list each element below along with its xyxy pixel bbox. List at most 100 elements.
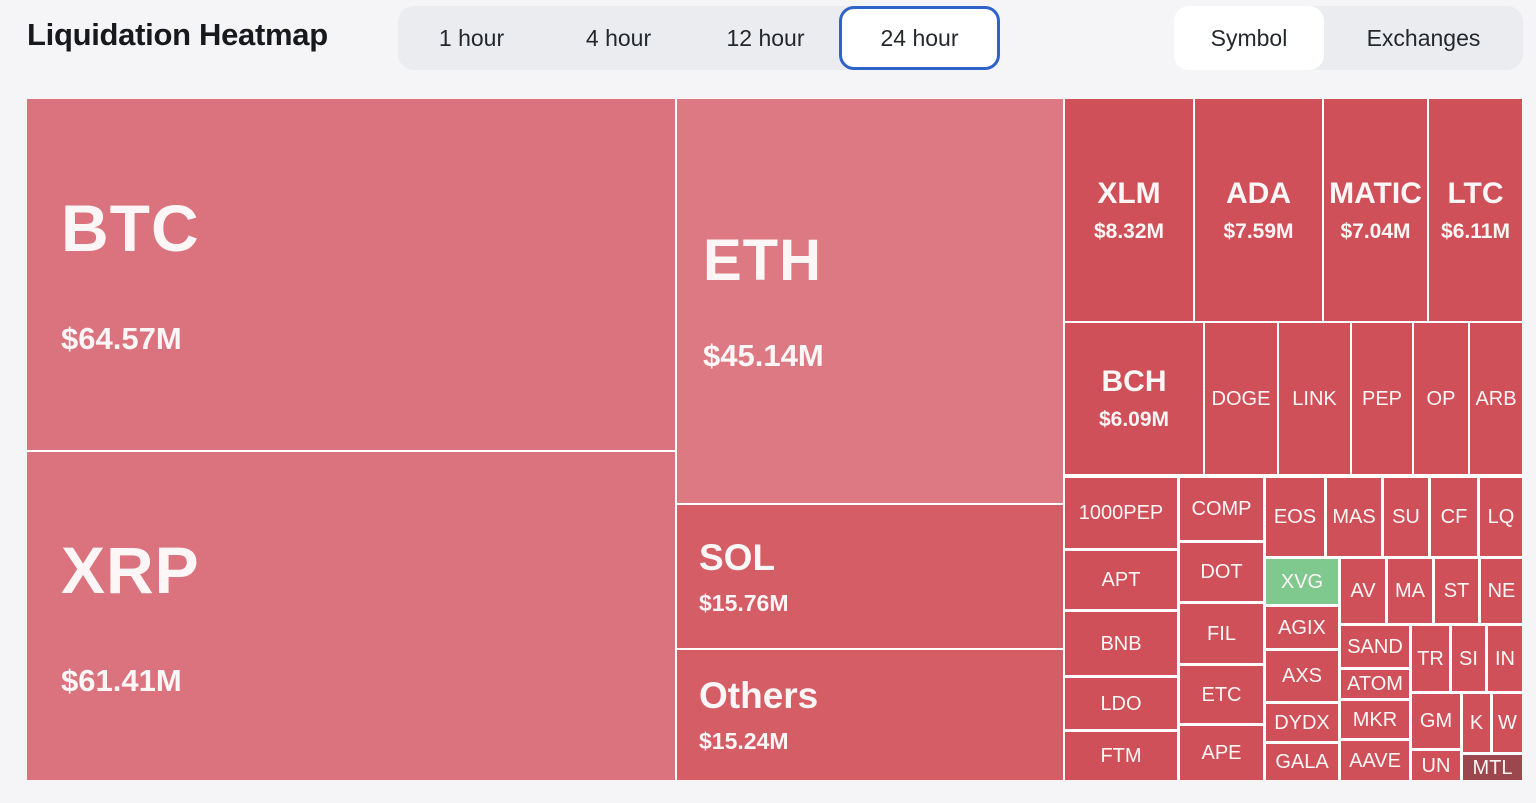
time-tab-24-hour[interactable]: 24 hour [839, 6, 1000, 70]
treemap-tile-ape[interactable]: APE [1180, 726, 1263, 780]
treemap-tile-ada[interactable]: ADA $7.59M [1195, 99, 1322, 321]
tile-value: $15.24M [699, 728, 789, 754]
tile-symbol: K [1469, 712, 1484, 734]
treemap-tile-su[interactable]: SU [1384, 478, 1428, 556]
treemap-tile-bch[interactable]: BCH $6.09M [1065, 323, 1203, 474]
treemap-tile-xlm[interactable]: XLM $8.32M [1065, 99, 1193, 321]
treemap-tile-ftm[interactable]: FTM [1065, 732, 1177, 780]
treemap-tile-others[interactable]: Others $15.24M [677, 650, 1063, 780]
time-tab-group: 1 hour 4 hour 12 hour 24 hour [398, 6, 1000, 70]
tile-value: $15.76M [699, 589, 789, 616]
treemap-tile-1000pep[interactable]: 1000PEP [1065, 478, 1177, 548]
tile-symbol: MKR [1352, 708, 1398, 731]
tile-symbol: LINK [1292, 387, 1337, 410]
treemap-tile-link[interactable]: LINK [1279, 323, 1350, 474]
treemap-tile-op[interactable]: OP [1414, 323, 1468, 474]
treemap-tile-st[interactable]: ST [1435, 559, 1478, 623]
treemap-tile-sand[interactable]: SAND [1341, 626, 1409, 667]
treemap-tile-eth[interactable]: ETH $45.14M [677, 99, 1063, 503]
tile-symbol: SU [1392, 506, 1420, 528]
tile-symbol: 1000PEP [1078, 502, 1164, 524]
treemap-tile-btc[interactable]: BTC $64.57M [27, 99, 675, 450]
treemap-tile-sol[interactable]: SOL $15.76M [677, 505, 1063, 648]
tile-symbol: AV [1350, 580, 1376, 602]
treemap: BTC $64.57M XRP $61.41M ETH $45.14M SOL $15.76M… [27, 99, 1522, 780]
tile-symbol: BCH [1101, 365, 1167, 398]
view-tab-exchanges[interactable]: Exchanges [1324, 6, 1523, 70]
tile-symbol: ETH [703, 227, 822, 293]
treemap-tile-apt[interactable]: APT [1065, 551, 1177, 609]
tile-symbol: MATIC [1329, 176, 1422, 210]
treemap-tile-agix[interactable]: AGIX [1266, 607, 1338, 648]
treemap-tile-mas[interactable]: MAS [1327, 478, 1381, 556]
treemap-tile-fil[interactable]: FIL [1180, 604, 1263, 663]
tile-symbol: TR [1417, 647, 1444, 670]
treemap-tile-pep[interactable]: PEP [1352, 323, 1412, 474]
treemap-tile-ldo[interactable]: LDO [1065, 678, 1177, 729]
treemap-tile-mtl[interactable]: MTL [1463, 755, 1522, 780]
page-title: Liquidation Heatmap [27, 17, 328, 52]
tile-symbol: APT [1101, 569, 1141, 591]
treemap-tile-matic[interactable]: MATIC $7.04M [1324, 99, 1427, 321]
treemap-tile-cf[interactable]: CF [1431, 478, 1477, 556]
tile-symbol: LQ [1487, 506, 1515, 528]
treemap-tile-arb[interactable]: ARB [1470, 323, 1522, 474]
treemap-tile-aave[interactable]: AAVE [1341, 741, 1409, 780]
treemap-tile-in[interactable]: IN [1488, 626, 1522, 691]
tile-symbol: FTM [1100, 745, 1142, 767]
treemap-tile-lq[interactable]: LQ [1480, 478, 1522, 556]
treemap-tile-si[interactable]: SI [1452, 626, 1485, 691]
view-tab-group: Symbol Exchanges [1174, 6, 1523, 70]
treemap-tile-ltc[interactable]: LTC $6.11M [1429, 99, 1522, 321]
treemap-tile-eos[interactable]: EOS [1266, 478, 1324, 556]
tile-symbol: FIL [1207, 622, 1236, 645]
tile-symbol: W [1498, 712, 1517, 734]
treemap-tile-gm[interactable]: GM [1412, 694, 1460, 748]
tile-symbol: NE [1487, 580, 1516, 602]
tile-symbol: XVG [1280, 570, 1324, 593]
treemap-tile-ne[interactable]: NE [1481, 559, 1522, 623]
tile-symbol: MTL [1472, 756, 1513, 779]
treemap-tile-atom[interactable]: ATOM [1341, 670, 1409, 698]
tile-symbol: ATOM [1347, 673, 1403, 695]
tile-value: $8.32M [1093, 219, 1165, 243]
tile-value: $7.04M [1340, 219, 1411, 243]
treemap-tile-dot[interactable]: DOT [1180, 543, 1263, 601]
tile-symbol: EOS [1273, 506, 1317, 528]
tile-value: $61.41M [61, 662, 182, 698]
treemap-tile-doge[interactable]: DOGE [1205, 323, 1277, 474]
treemap-tile-ma[interactable]: MA [1388, 559, 1432, 623]
treemap-tile-mkr[interactable]: MKR [1341, 701, 1409, 738]
tile-symbol: PEP [1361, 387, 1403, 410]
treemap-tile-av[interactable]: AV [1341, 559, 1385, 623]
treemap-tile-tr[interactable]: TR [1412, 626, 1449, 691]
treemap-tile-un[interactable]: UN [1412, 751, 1460, 780]
tile-symbol: DOT [1200, 561, 1243, 583]
tile-symbol: UN [1421, 754, 1451, 777]
tile-symbol: MA [1395, 580, 1425, 602]
treemap-tile-bnb[interactable]: BNB [1065, 612, 1177, 675]
treemap-tile-dydx[interactable]: DYDX [1266, 704, 1338, 741]
treemap-tile-gala[interactable]: GALA [1266, 744, 1338, 780]
tile-symbol: GM [1419, 710, 1453, 732]
time-tab-1-hour[interactable]: 1 hour [398, 6, 545, 70]
treemap-tile-w[interactable]: W [1493, 694, 1522, 752]
time-tab-4-hour[interactable]: 4 hour [545, 6, 692, 70]
tile-value: $64.57M [61, 321, 182, 356]
treemap-tile-axs[interactable]: AXS [1266, 651, 1338, 701]
treemap-tile-k[interactable]: K [1463, 694, 1490, 752]
tile-symbol: AAVE [1349, 749, 1401, 772]
tile-symbol: SAND [1347, 635, 1403, 658]
time-tab-12-hour[interactable]: 12 hour [692, 6, 839, 70]
tile-symbol: SOL [699, 536, 776, 578]
tile-symbol: XRP [61, 532, 200, 607]
tile-symbol: BTC [61, 191, 200, 265]
treemap-tile-xvg[interactable]: XVG [1266, 559, 1338, 604]
treemap-tile-comp[interactable]: COMP [1180, 478, 1263, 540]
treemap-tile-etc[interactable]: ETC [1180, 666, 1263, 723]
tile-value: $7.59M [1223, 219, 1294, 243]
view-tab-symbol[interactable]: Symbol [1174, 6, 1324, 70]
tile-symbol: OP [1426, 387, 1456, 410]
treemap-tile-xrp[interactable]: XRP $61.41M [27, 452, 675, 780]
tile-value: $6.11M [1441, 219, 1510, 243]
